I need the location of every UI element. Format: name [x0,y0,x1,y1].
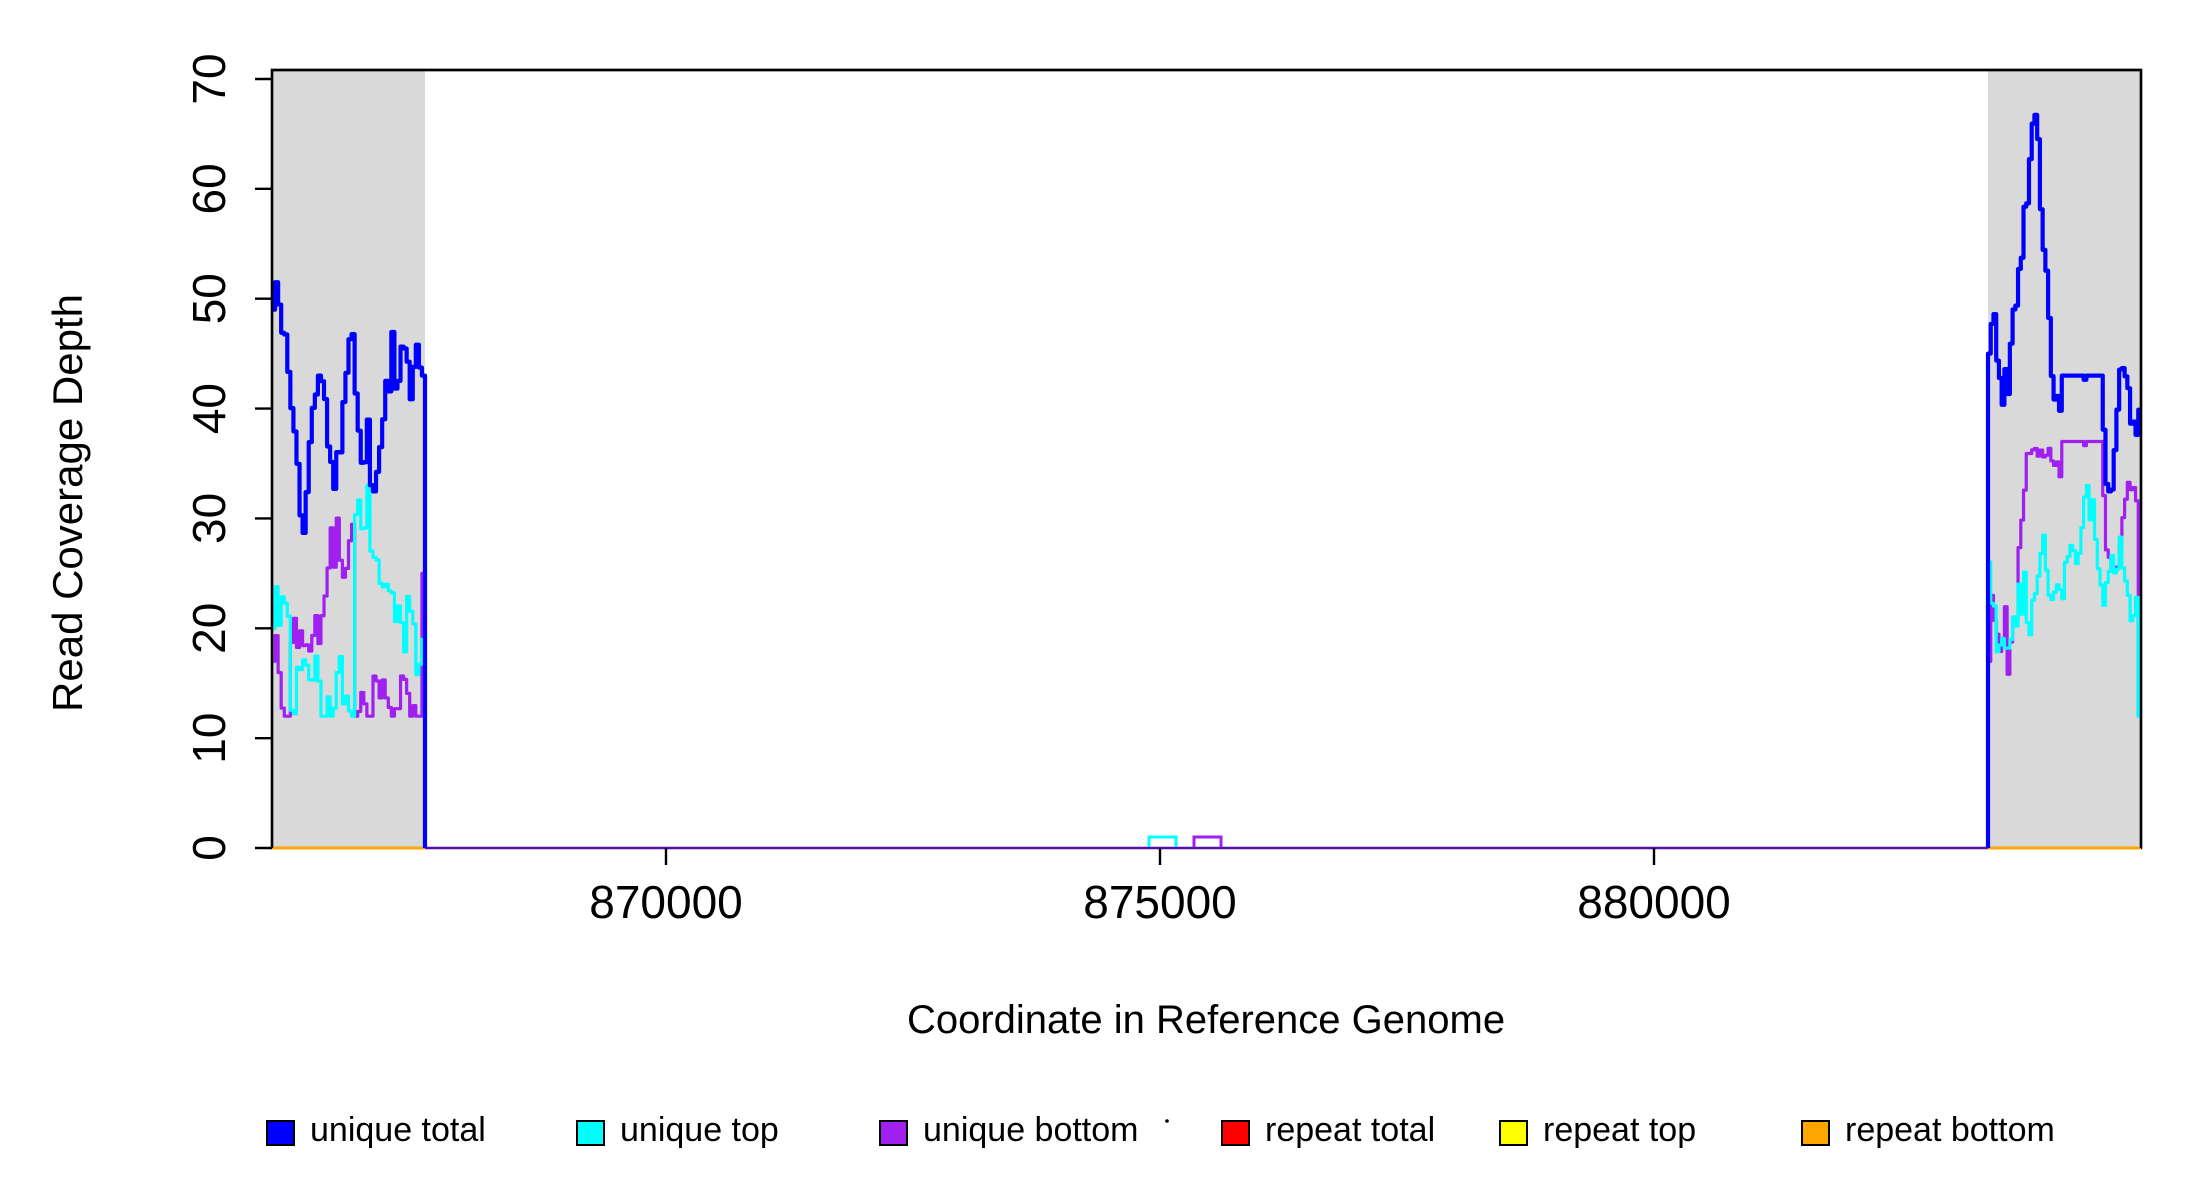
svg-text:40: 40 [183,383,235,434]
svg-text:repeat bottom: repeat bottom [1845,1111,2055,1149]
svg-text:880000: 880000 [1577,876,1731,928]
svg-text:10: 10 [183,713,235,764]
svg-text:875000: 875000 [1083,876,1237,928]
svg-text:unique bottom: unique bottom [923,1111,1139,1149]
svg-text:0: 0 [183,835,235,861]
svg-text:70: 70 [183,53,235,104]
svg-text:60: 60 [183,163,235,214]
svg-text:repeat total: repeat total [1265,1111,1435,1149]
svg-text:870000: 870000 [589,876,743,928]
svg-text:30: 30 [183,493,235,544]
svg-text:unique total: unique total [310,1111,486,1149]
svg-text:repeat top: repeat top [1543,1111,1696,1149]
svg-text:20: 20 [183,603,235,654]
svg-text:Coordinate in Reference Genome: Coordinate in Reference Genome [907,998,1505,1042]
svg-text:unique top: unique top [620,1111,779,1149]
svg-text:50: 50 [183,273,235,324]
svg-text:Read Coverage Depth: Read Coverage Depth [44,294,91,712]
